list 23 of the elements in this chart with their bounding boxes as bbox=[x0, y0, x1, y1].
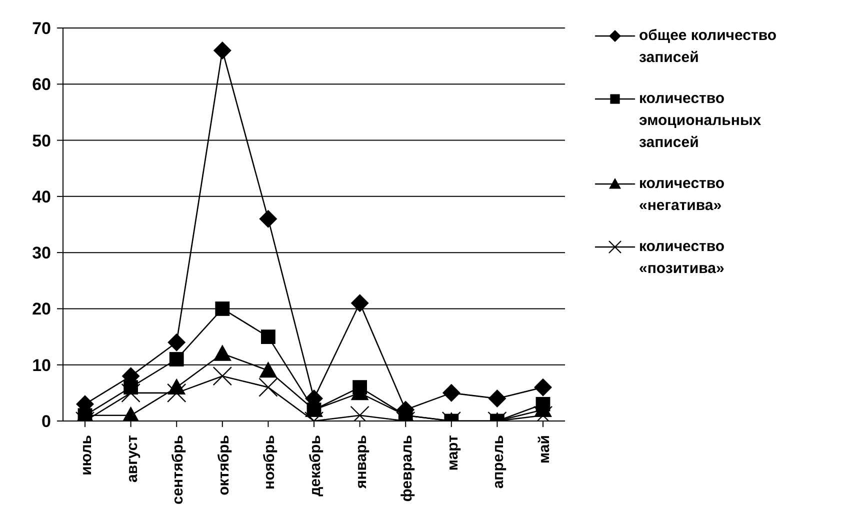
x-tick-label: январь bbox=[352, 435, 370, 489]
y-tick-label: 60 bbox=[32, 75, 51, 94]
y-tick-label: 30 bbox=[32, 244, 51, 263]
y-tick-label: 70 bbox=[32, 19, 51, 38]
legend-label: количество эмоциональных записей bbox=[639, 89, 762, 153]
y-tick-label: 20 bbox=[32, 300, 51, 319]
x-tick-label: апрель bbox=[490, 435, 508, 489]
y-tick-label: 50 bbox=[32, 131, 51, 150]
x-tick-label: ноябрь bbox=[261, 435, 278, 490]
y-tick-label: 10 bbox=[32, 356, 51, 375]
y-tick-label: 40 bbox=[32, 187, 51, 206]
x-tick-label: август bbox=[124, 435, 141, 482]
x-tick-label: июль bbox=[78, 435, 95, 476]
x-tick-label: сентябрь bbox=[170, 435, 187, 504]
legend-label: общее количество записей bbox=[639, 26, 778, 68]
x-tick-label: март bbox=[444, 435, 462, 471]
legend-label: количество «позитива» bbox=[639, 237, 726, 279]
x-tick-label: октябрь bbox=[215, 435, 232, 496]
y-tick-label: 0 bbox=[42, 412, 51, 431]
x-tick-label: февраль bbox=[398, 435, 416, 502]
x-tick-label: декабрь bbox=[307, 435, 324, 496]
x-tick-label: май bbox=[536, 435, 553, 464]
legend-label: количество «негатива» bbox=[639, 174, 726, 216]
